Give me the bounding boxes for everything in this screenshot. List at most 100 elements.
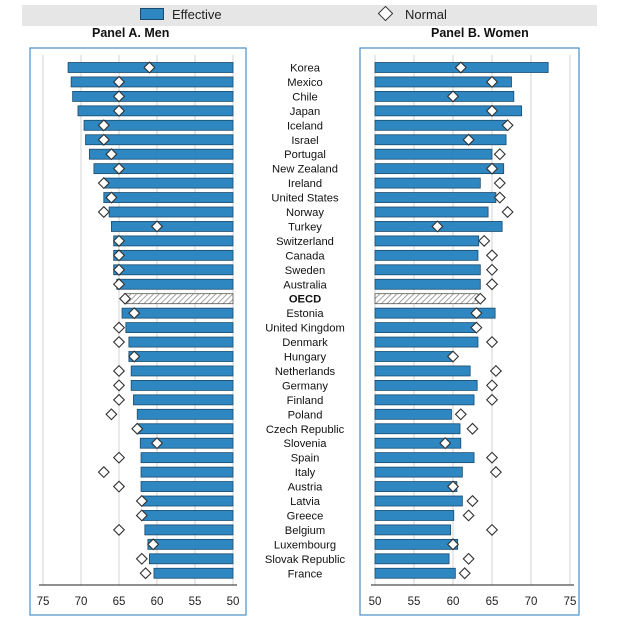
panel-a-plot: 75 70 65 60 55 50 <box>37 55 240 608</box>
panel-a-bar-estonia <box>121 307 234 319</box>
panel-b-marker-switzerland <box>478 234 491 247</box>
legend-item-effective: Effective <box>140 7 222 23</box>
panel-a-bar-czech-republic <box>137 423 234 435</box>
panel-b-bar-australia <box>374 278 481 290</box>
country-label-estonia: Estonia <box>286 308 324 320</box>
panel-b-tick-label: 55 <box>408 596 421 608</box>
panel-a-bar-turkey <box>111 221 234 232</box>
panel-a-marker-germany <box>112 379 126 392</box>
panel-b-marker-portugal <box>493 148 506 161</box>
panel-b-marker-iceland <box>501 119 514 132</box>
country-label-greece: Greece <box>287 510 324 522</box>
panel-a-bar-new-zealand <box>93 163 234 175</box>
country-label-mexico: Mexico <box>287 77 322 89</box>
panel-b-marker-denmark <box>485 335 499 349</box>
panel-b-marker-slovak-republic <box>462 552 475 565</box>
panel-a-title: Panel A. Men <box>92 26 170 40</box>
country-label-france: France <box>288 568 323 580</box>
panel-a-bar-italy <box>140 466 234 478</box>
panel-b-bar-czech-republic <box>374 423 461 435</box>
country-label-hungary: Hungary <box>284 352 327 364</box>
panel-a-marker-slovenia <box>150 437 164 450</box>
panel-b-bar-italy <box>374 466 463 478</box>
country-label-finland: Finland <box>287 395 324 407</box>
country-label-australia: Australia <box>283 279 327 291</box>
panel-a-bar-denmark <box>128 336 234 348</box>
panel-b-bar-netherlands <box>374 365 471 377</box>
panel-a-bar-japan <box>77 105 234 117</box>
country-label-italy: Italy <box>295 467 316 479</box>
panel-b-tick-label: 70 <box>525 596 538 608</box>
country-labels: Korea Mexico Chile Japan Iceland Israel Portug… <box>265 63 346 581</box>
panel-a-bar-finland <box>133 394 234 406</box>
panel-b-bar-denmark <box>374 336 479 348</box>
panel-b-marker-new-zealand <box>485 162 499 175</box>
panel-b-bar-slovak-republic <box>374 553 450 565</box>
panel-a-marker-greece <box>135 509 148 522</box>
legend-item-normal: Normal <box>377 5 447 23</box>
panel-a-marker-spain <box>112 451 126 464</box>
panel-b-marker-spain <box>485 451 499 464</box>
panel-b-bar-portugal <box>374 148 493 160</box>
panel-a-tick-label: 60 <box>151 596 164 608</box>
country-label-united-kingdom: United Kingdom <box>265 323 345 335</box>
country-label-netherlands: Netherlands <box>275 366 336 378</box>
panel-a-marker-slovak-republic <box>135 552 148 565</box>
panel-a-tick-label: 75 <box>37 596 50 608</box>
panel-a-bar-slovenia <box>139 437 234 449</box>
panel-a-bar-spain <box>140 452 234 464</box>
panel-a-marker-finland <box>112 393 126 406</box>
country-label-slovak-republic: Slovak Republic <box>265 554 346 566</box>
country-label-germany: Germany <box>282 380 328 392</box>
country-label-japan: Japan <box>290 106 320 118</box>
country-label-portugal: Portugal <box>284 149 326 161</box>
panel-b-bar-norway <box>374 206 489 218</box>
panel-a-marker-mexico <box>112 75 126 89</box>
panel-b-marker-chile <box>446 90 460 103</box>
country-label-switzerland: Switzerland <box>276 236 334 248</box>
country-label-korea: Korea <box>290 63 321 75</box>
panel-b-marker-united-kingdom <box>470 321 483 334</box>
panel-b-marker-luxembourg <box>446 538 460 551</box>
country-label-slovenia: Slovenia <box>284 438 328 450</box>
panel-b-marker-finland <box>485 393 499 406</box>
panel-a-bar-latvia <box>142 495 234 507</box>
panel-a-tick-label: 70 <box>75 596 88 608</box>
panel-b-title: Panel B. Women <box>431 26 529 40</box>
panel-b-frame <box>359 47 580 616</box>
panel-b-bar-germany <box>374 379 478 391</box>
legend: Effective Normal <box>22 5 597 26</box>
panel-b-bar-ireland <box>374 177 481 189</box>
panel-a-bar-oecd <box>123 293 234 305</box>
panel-a-bar-mexico <box>70 76 234 88</box>
country-label-denmark: Denmark <box>282 337 328 349</box>
panel-a-marker-austria <box>112 480 126 493</box>
panel-a-marker-poland <box>105 408 118 421</box>
panel-b-bar-hungary <box>374 351 454 362</box>
panel-b-marker-israel <box>462 133 475 146</box>
panel-a-marker-latvia <box>135 494 148 508</box>
panel-a-marker-canada <box>112 249 126 262</box>
panel-b-marker-france <box>458 567 471 580</box>
panel-b-marker-korea <box>454 61 467 74</box>
country-label-new-zealand: New Zealand <box>272 164 338 176</box>
panel-b-bar-finland <box>374 394 475 406</box>
panel-b-bar-iceland <box>374 119 509 131</box>
country-label-turkey: Turkey <box>288 221 322 233</box>
panel-a-marker-norway <box>97 205 110 219</box>
panel-b-marker-united-states <box>493 191 506 204</box>
panel-b-marker-latvia <box>466 494 479 508</box>
panel-b-tick-label: 50 <box>369 596 382 608</box>
panel-a-marker-united-states <box>105 191 118 204</box>
panel-a-marker-new-zealand <box>112 162 126 175</box>
country-label-latvia: Latvia <box>290 496 321 508</box>
panel-b-bar-estonia <box>374 307 496 319</box>
panel-b-bar-chile <box>374 91 515 102</box>
country-label-belgium: Belgium <box>285 525 325 537</box>
panel-a-bar-iceland <box>83 119 234 131</box>
panel-b-bar-austria <box>374 481 458 492</box>
country-label-poland: Poland <box>288 409 323 421</box>
panel-a-marker-israel <box>97 133 110 146</box>
panel-a-marker-korea <box>143 61 156 74</box>
panel-a-tick-label: 50 <box>227 596 240 608</box>
